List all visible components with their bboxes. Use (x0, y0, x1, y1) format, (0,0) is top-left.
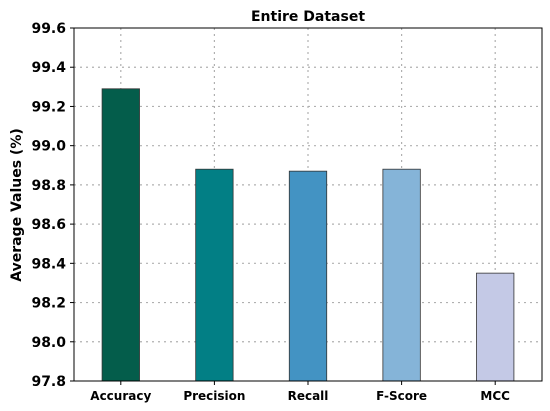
x-axis-ticks: Accuracy Precision Recall F-Score MCC (90, 381, 510, 403)
y-tick-label: 99.0 (31, 139, 66, 155)
bar-mcc (476, 272, 515, 382)
bar-accuracy (101, 88, 140, 382)
y-tick-label: 99.4 (31, 60, 66, 76)
y-axis-ticks: 97.8 98.0 98.2 98.4 98.6 98.8 99.0 99.2 99.4 99.6 (31, 21, 74, 390)
y-tick-label: 99.2 (31, 99, 66, 115)
y-tick-label: 98.6 (31, 217, 66, 233)
x-tick-label: Precision (183, 389, 245, 403)
y-tick-label: 98.4 (31, 256, 66, 272)
bar-precision (195, 168, 234, 382)
bar-recall (288, 170, 328, 382)
y-axis-label: Average Values (%) (9, 128, 25, 282)
x-tick-label: MCC (480, 389, 510, 403)
chart-title: Entire Dataset (251, 9, 365, 25)
y-tick-label: 98.2 (31, 296, 66, 312)
x-tick-label: Accuracy (90, 389, 151, 403)
y-tick-label: 98.0 (31, 335, 66, 351)
x-tick-label: F-Score (376, 389, 427, 403)
y-tick-label: 97.8 (31, 374, 66, 390)
bars (101, 88, 515, 382)
y-tick-label: 99.6 (31, 21, 66, 37)
bar-f-score (382, 168, 421, 382)
x-tick-label: Recall (288, 389, 329, 403)
y-tick-label: 98.8 (31, 178, 66, 194)
